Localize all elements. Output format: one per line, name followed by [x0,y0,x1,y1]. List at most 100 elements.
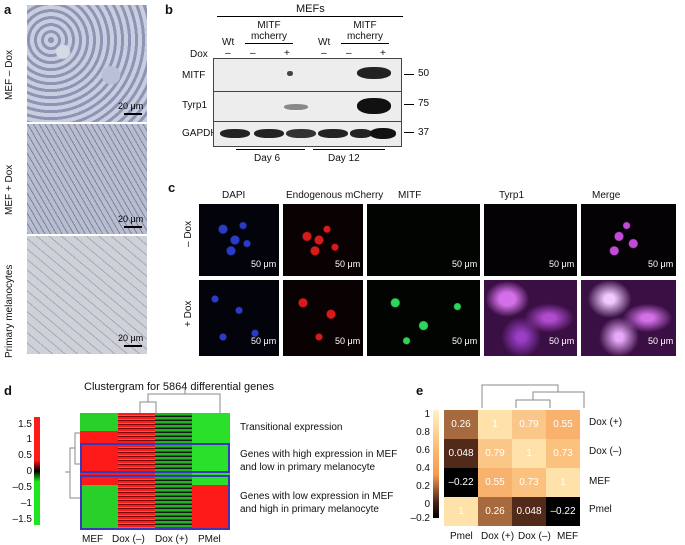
scale-bar-a3 [124,345,142,347]
scale-c-9: 50 μm [549,336,575,346]
heatmap-cell: 1 [546,468,580,497]
channel-dapi: DAPI [222,190,246,201]
lane-line-2 [341,43,389,44]
col-label-e-dox-plus: Dox (+) [481,531,515,542]
cbar-d-tick-5: –1 [20,498,32,509]
scale-text-a1: 20 μm [118,101,144,111]
panel-d-label: d [4,383,12,398]
heatmap-cell: 0.26 [444,410,478,439]
cbar-d-tick-2: 0.5 [18,450,32,461]
scale-c-2: 50 μm [335,259,361,269]
micrograph-mef-minus-dox [27,5,147,122]
heatmap-cell: 1 [512,439,546,468]
dox-lane-1: – [225,48,231,59]
col-label-e-pmel: Pmel [450,531,473,542]
micrograph-primary-melanocytes [27,236,147,354]
blot-label-gapdh: GAPDH [182,128,218,139]
scale-c-3: 50 μm [452,259,478,269]
correlation-dendrogram [481,384,585,408]
cbar-e-tick-2: 0.6 [416,445,430,456]
scale-bar-a2 [124,226,142,228]
day12-label: Day 12 [328,153,360,164]
heatmap-cell: 0.55 [546,410,580,439]
annotation-high-mef: Genes with high expression in MEF and lo… [240,449,398,473]
lane-line-1 [245,43,293,44]
image-merge-plus-dox [581,280,676,356]
col-label-dox-minus: Dox (–) [112,534,145,545]
mefs-line [217,16,403,17]
channel-merge: Merge [592,190,621,201]
blot-label-mitf: MITF [182,70,206,81]
scale-text-a3: 20 μm [118,333,144,343]
dox-lane-2: – [250,48,256,59]
scale-c-10: 50 μm [648,336,674,346]
dox-lane-4: – [321,48,327,59]
scale-text-a2: 20 μm [118,214,144,224]
dox-label: Dox [190,49,208,60]
heatmap-cell: 0.55 [478,468,512,497]
image-tyrp1-minus-dox [484,204,577,276]
heatmap-cell: 0.73 [546,439,580,468]
lane-mitf-mcherry-1: MITF mcherry [250,20,288,42]
panel-a-label: a [4,2,12,17]
clustergram-dendrograms [65,388,221,499]
image-dapi-minus-dox [199,204,279,276]
day6-line [236,149,305,150]
row-minus-dox: – Dox [183,220,194,247]
dox-lane-5: – [346,48,352,59]
heatmap-cell: –0.22 [546,497,580,526]
cbar-e-tick-6: –0.2 [410,513,430,524]
blot-label-tyrp1: Tyrp1 [182,100,208,111]
blot-tyrp1 [213,91,402,122]
colorbar-d [34,417,40,525]
cbar-d-tick-1: 1 [26,434,32,445]
col-label-pmel: PMel [198,534,221,545]
row-label-pmel: Pmel [589,504,612,515]
heatmap-cell: 0.79 [512,410,546,439]
dox-lane-3: + [284,48,290,59]
row-label-mef: MEF [589,476,611,487]
col-label-e-dox-minus: Dox (–) [518,531,551,542]
cbar-d-tick-3: 0 [26,466,32,477]
heatmap-cell: 1 [478,410,512,439]
colorbar-e [433,410,439,518]
cbar-e-tick-1: 0.8 [416,427,430,438]
col-label-e-mef: MEF [557,531,579,542]
row-label-mef-minus-dox: MEF – Dox [4,49,15,100]
day6-label: Day 6 [254,153,281,164]
heatmap-cell: –0.22 [444,468,478,497]
channel-tyrp1: Tyrp1 [499,190,525,201]
channel-mitf: MITF [398,190,422,201]
row-label-dox-minus: Dox (–) [589,446,622,457]
dox-lane-6: + [380,48,386,59]
cbar-d-tick-0: 1.5 [18,419,32,430]
row-label-primary-melanocytes: Primary melanocytes [4,264,15,358]
image-tyrp1-plus-dox [484,280,577,356]
clustergram-title: Clustergram for 5864 differential genes [84,381,274,393]
heatmap-cell: 0.79 [478,439,512,468]
col-label-mef: MEF [82,534,104,545]
mefs-header: MEFs [296,3,325,15]
lane-wt-2: Wt [318,37,331,48]
cbar-d-tick-6: –1.5 [12,514,32,525]
image-mcherry-plus-dox [283,280,363,356]
row-label-mef-plus-dox: MEF + Dox [4,164,15,215]
heatmap-cell: 0.26 [478,497,512,526]
cbar-d-tick-4: –0.5 [12,482,32,493]
row-plus-dox: + Dox [183,300,194,327]
scale-c-4: 50 μm [549,259,575,269]
cluster-box-low-mef [80,475,230,530]
panel-e-label: e [416,383,424,398]
scale-c-6: 50 μm [251,336,277,346]
annotation-transitional: Transitional expression [240,422,343,433]
mw-tick-75 [404,104,414,105]
mw-tick-37 [404,132,414,133]
heatmap-cell: 0.73 [512,468,546,497]
col-label-dox-plus: Dox (+) [155,534,189,545]
scale-c-7: 50 μm [335,336,361,346]
channel-mcherry: Endogenous mCherry [286,190,384,201]
panel-c-label: c [168,180,176,195]
scale-c-1: 50 μm [251,259,277,269]
image-mitf-minus-dox [367,204,480,276]
scale-c-8: 50 μm [452,336,478,346]
